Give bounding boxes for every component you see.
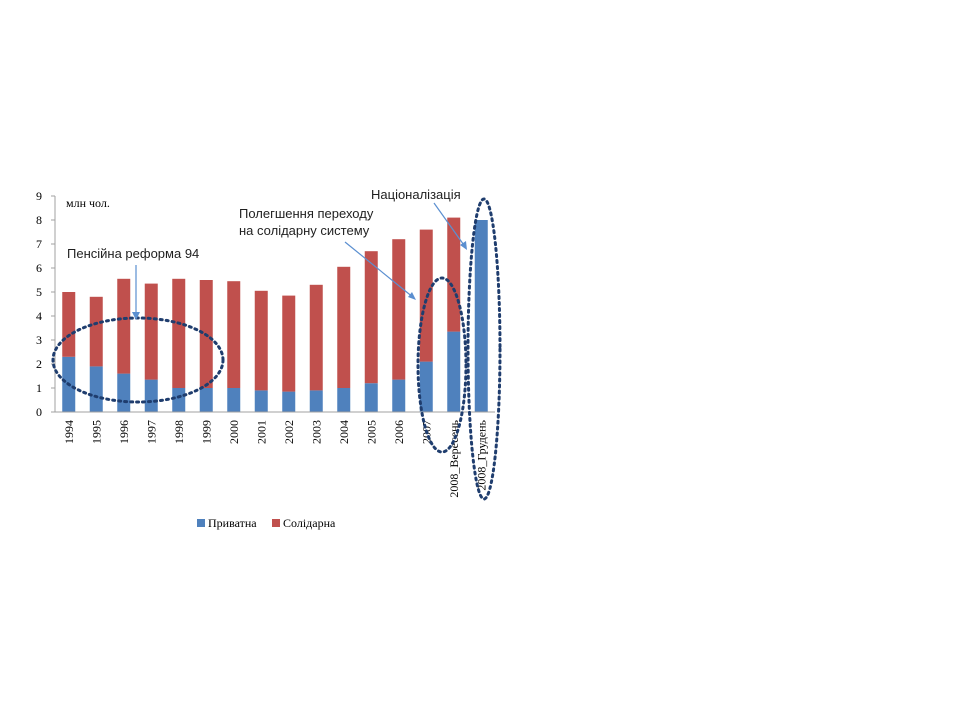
bar-private-7 (254, 390, 268, 412)
bar-private-4 (172, 388, 186, 412)
x-tick-label: 2004 (337, 420, 351, 444)
legend-swatch-private (197, 519, 205, 527)
bar-solidary-1 (89, 296, 103, 367)
y-tick-label: 1 (36, 381, 42, 395)
y-tick-label: 3 (36, 333, 42, 347)
bar-private-3 (144, 379, 158, 412)
unit-label: млн чол. (66, 196, 110, 210)
annotation-reform: Пенсійна реформа 94 (67, 246, 199, 261)
arrowhead-nationalization (460, 241, 467, 250)
y-tick-label: 2 (36, 357, 42, 371)
x-tick-label: 1998 (172, 420, 186, 444)
bar-solidary-4 (172, 278, 186, 388)
y-tick-label: 9 (36, 189, 42, 203)
x-tick-label: 1994 (62, 420, 76, 444)
bar-private-11 (364, 383, 378, 412)
ellipse-2008-december (466, 197, 502, 501)
arrowhead-reform (132, 312, 140, 320)
legend-label-solidary: Солідарна (283, 516, 336, 530)
bar-solidary-0 (62, 292, 76, 357)
bar-private-12 (392, 379, 406, 412)
bar-private-2 (117, 373, 131, 412)
bar-private-6 (227, 388, 241, 412)
bar-private-1 (89, 366, 103, 412)
bar-solidary-14 (447, 217, 461, 332)
x-tick-label: 1995 (89, 420, 103, 444)
x-tick-label: 2006 (392, 420, 406, 444)
bar-private-5 (199, 388, 213, 412)
x-tick-label: 1996 (117, 420, 131, 444)
arrowhead-transition (408, 292, 416, 300)
x-tick-label: 2001 (254, 420, 268, 444)
bar-private-15 (474, 220, 488, 412)
y-tick-label: 6 (36, 261, 42, 275)
bar-solidary-10 (337, 266, 351, 388)
bar-private-10 (337, 388, 351, 412)
legend-swatch-solidary (272, 519, 280, 527)
bar-solidary-2 (117, 278, 131, 374)
x-tick-label: 2005 (364, 420, 378, 444)
bar-private-9 (309, 390, 323, 412)
x-tick-label: 2008_Вересень (447, 419, 461, 497)
legend: Приватна Солідарна (197, 516, 336, 530)
arrow-nationalization (433, 202, 467, 249)
x-tick-label: 1999 (199, 420, 213, 444)
y-tick-label: 0 (36, 405, 42, 419)
y-tick-label: 7 (36, 237, 42, 251)
x-tick-label: 1997 (144, 420, 158, 444)
bar-private-13 (419, 361, 433, 412)
y-tick-label: 4 (36, 309, 42, 323)
bar-private-8 (282, 391, 296, 412)
bar-solidary-7 (254, 290, 268, 391)
y-axis: 0 1 2 3 4 5 6 7 8 9 (36, 189, 56, 419)
x-tick-label: 2000 (227, 420, 241, 444)
y-tick-label: 8 (36, 213, 42, 227)
annotation-transition-line-2: на солідарну систему (239, 223, 370, 238)
annotation-transition-line-1: Полегшення переходу (239, 206, 374, 221)
bar-solidary-3 (144, 283, 158, 380)
y-tick-label: 5 (36, 285, 42, 299)
ellipse-1994-1999 (51, 316, 225, 404)
bar-solidary-9 (309, 284, 323, 391)
bar-solidary-6 (227, 281, 241, 388)
x-tick-label: 2008_Грудень (474, 419, 488, 490)
x-tick-label: 2003 (309, 420, 323, 444)
bar-solidary-12 (392, 239, 406, 380)
arrow-transition (344, 241, 415, 299)
x-axis: 1994 1995 1996 1997 1998 1999 2000 2001 2002 2003… (55, 411, 495, 498)
legend-label-private: Приватна (208, 516, 257, 530)
ellipse-2007-2008 (416, 276, 468, 454)
x-tick-label: 2002 (282, 420, 296, 444)
annotation-nationalization: Націоналізація (371, 187, 461, 202)
bar-private-14 (447, 331, 461, 412)
bar-solidary-11 (364, 251, 378, 384)
bar-solidary-8 (282, 295, 296, 392)
